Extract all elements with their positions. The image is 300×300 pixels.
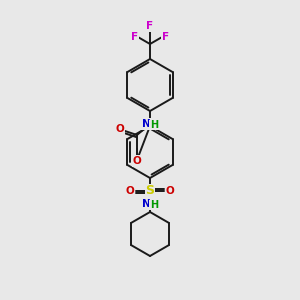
Text: F: F <box>146 21 154 31</box>
Text: O: O <box>166 186 174 196</box>
Text: H: H <box>150 200 158 210</box>
Text: F: F <box>131 32 138 41</box>
Text: S: S <box>146 184 154 197</box>
Text: F: F <box>162 32 169 41</box>
Text: O: O <box>116 124 124 134</box>
Text: O: O <box>133 156 141 166</box>
Text: O: O <box>126 186 134 196</box>
Text: N: N <box>142 199 150 209</box>
Text: H: H <box>150 120 158 130</box>
Text: N: N <box>142 119 150 129</box>
